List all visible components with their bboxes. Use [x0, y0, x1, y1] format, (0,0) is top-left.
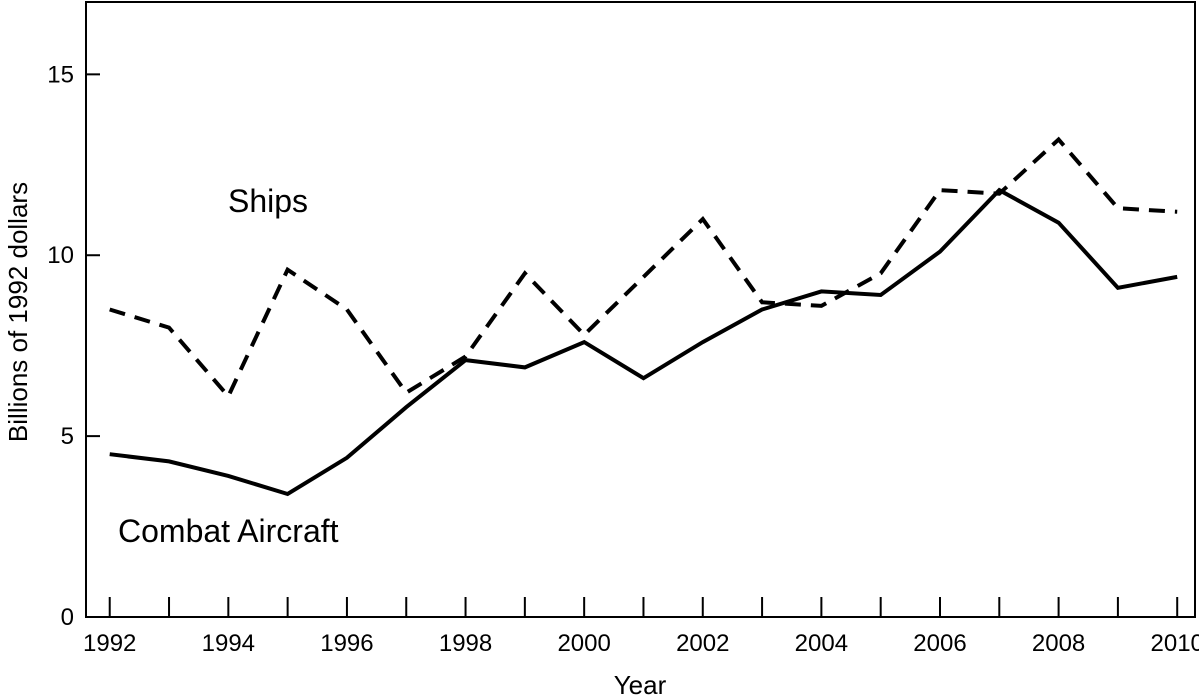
series-layer	[109, 136, 1178, 497]
y-tick-label: 15	[47, 61, 74, 88]
y-axis-label: Billions of 1992 dollars	[3, 182, 33, 442]
ships-series-line	[109, 136, 1178, 400]
y-tick-label: 5	[61, 423, 74, 450]
x-tick-label: 2008	[1032, 630, 1085, 657]
x-tick-label: 1996	[320, 630, 373, 657]
combat-aircraft-series-label: Combat Aircraft	[118, 513, 339, 549]
x-tick-label: 1992	[83, 630, 136, 657]
x-tick-label: 1994	[202, 630, 255, 657]
y-tick-label: 0	[61, 604, 74, 631]
x-axis-ticks: 1992 1994 1996 1998 2000 2002 2004 2006 2008 2010	[83, 597, 1199, 657]
plot-frame	[85, 1, 1196, 618]
x-tick-label: 1998	[439, 630, 492, 657]
x-tick-label: 2000	[557, 630, 610, 657]
x-tick-label: 2002	[676, 630, 729, 657]
x-axis-label: Year	[614, 670, 667, 697]
y-axis-ticks: 0 5 10 15	[47, 61, 100, 631]
y-tick-label: 10	[47, 242, 74, 269]
ships-series-label: Ships	[228, 183, 308, 219]
x-tick-label: 2006	[913, 630, 966, 657]
x-tick-label: 2004	[795, 630, 848, 657]
combat-aircraft-series-line	[109, 187, 1178, 497]
x-tick-label: 2010	[1151, 630, 1199, 657]
